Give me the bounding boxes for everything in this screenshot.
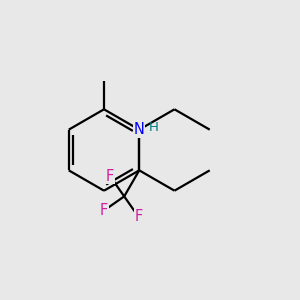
Text: F: F [106, 169, 114, 184]
Text: H: H [149, 122, 159, 134]
Text: N: N [134, 122, 145, 137]
Text: F: F [134, 209, 142, 224]
Text: F: F [100, 203, 108, 218]
